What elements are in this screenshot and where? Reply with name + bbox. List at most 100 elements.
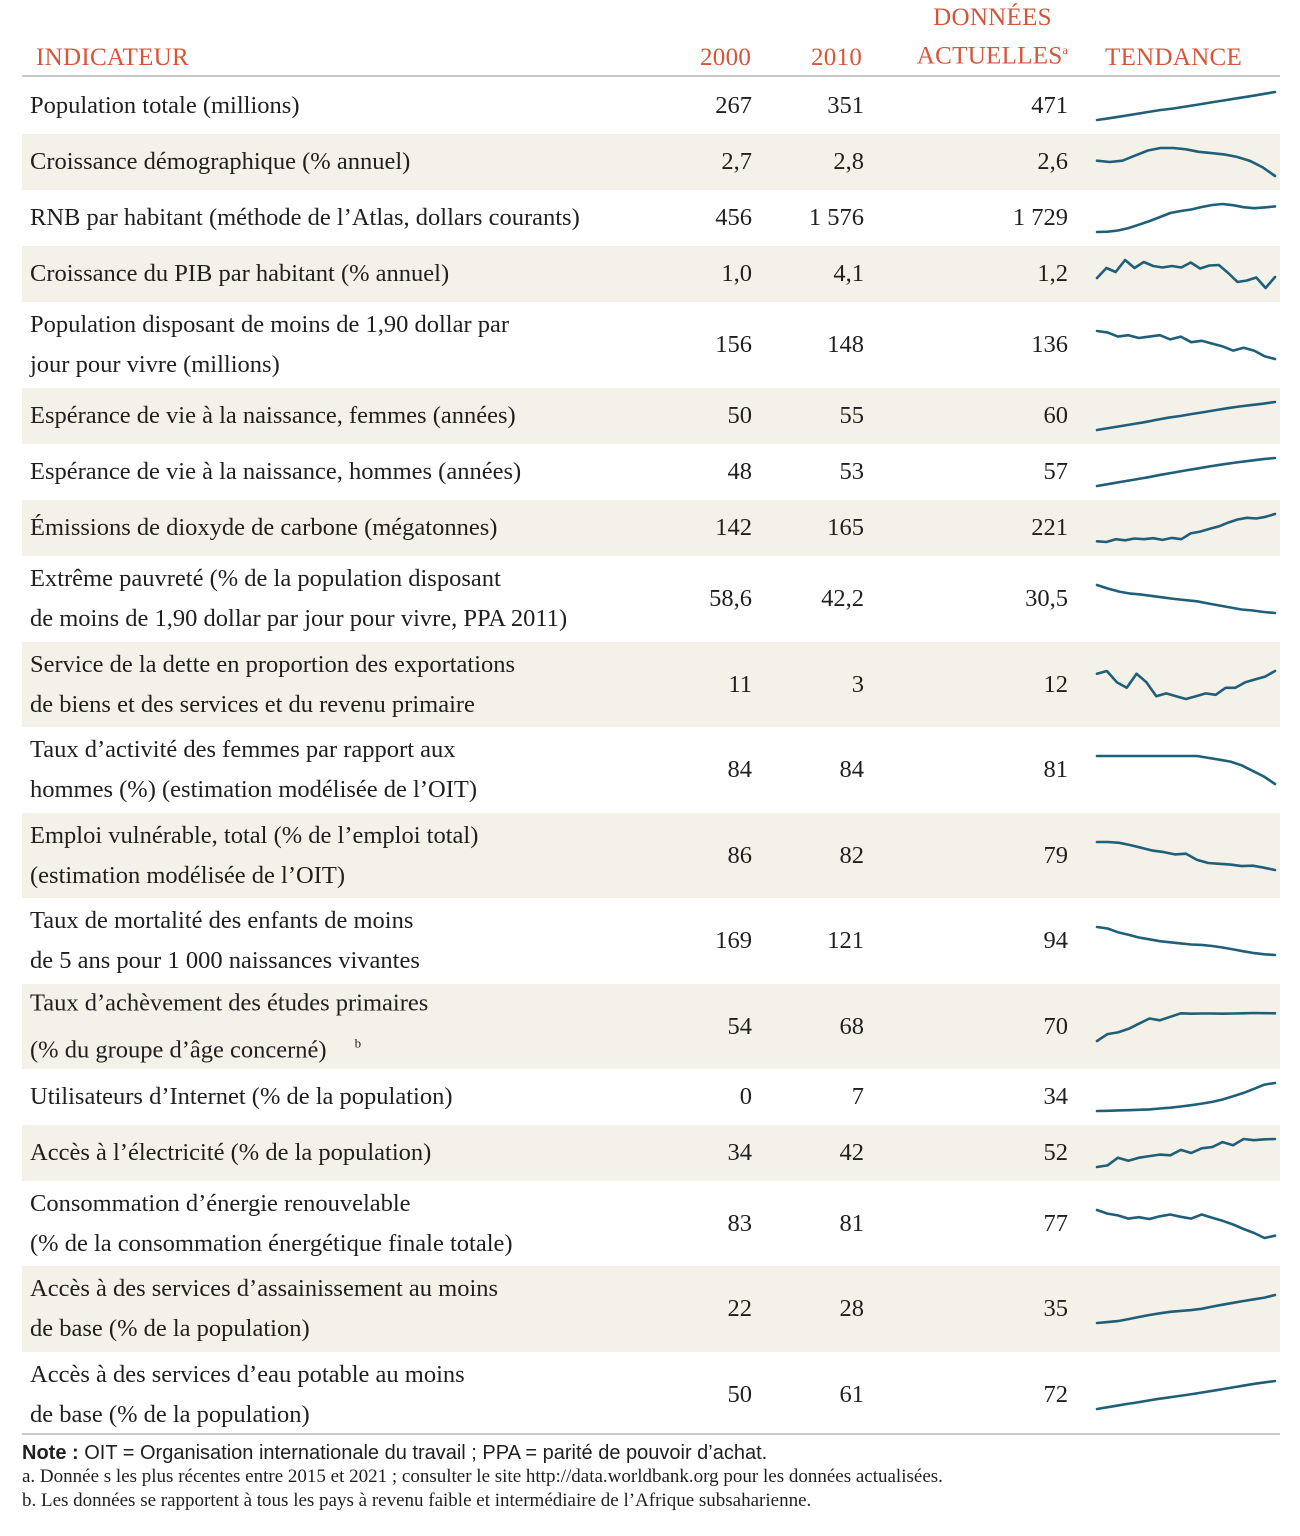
trend-line <box>1095 583 1277 615</box>
trend-sparkline <box>1095 1137 1277 1169</box>
value-current: 34 <box>1043 1083 1069 1110</box>
value-2000: 267 <box>715 91 752 119</box>
value-current: 35 <box>1043 1295 1069 1322</box>
table-row: Espérance de vie à la naissance, femmes … <box>22 388 1280 444</box>
indicator-label: RNB par habitant (méthode de l’Atlas, do… <box>30 204 580 231</box>
trend-line <box>1095 1208 1277 1239</box>
value-2000: 86 <box>727 841 753 869</box>
table-row: Consommation d’énergie renouvelable (% de… <box>22 1181 1280 1266</box>
value-2010: 84 <box>839 756 865 783</box>
trend-line <box>1095 925 1277 957</box>
trend-line <box>1095 840 1277 871</box>
header-current-line1: DONNÉES <box>933 3 1052 31</box>
footnote-b: b. Les données se rapportent à tous les … <box>22 1490 812 1511</box>
note-label: Note : <box>22 1442 79 1464</box>
table-row: Utilisateurs d’Internet (% de la populat… <box>22 1069 1280 1125</box>
value-current: 2,6 <box>1037 148 1068 175</box>
trend-line <box>1095 146 1277 178</box>
value-current: 52 <box>1043 1139 1069 1166</box>
value-current: 77 <box>1043 1209 1069 1237</box>
value-2000: 2,7 <box>721 148 752 175</box>
trend-sparkline <box>1095 202 1277 234</box>
table-row: Service de la dette en proportion des ex… <box>22 642 1280 727</box>
value-2000: 83 <box>727 1209 753 1237</box>
table-row: Population totale (millions) 267 351 471 <box>22 77 1280 134</box>
value-2010: 53 <box>839 458 865 485</box>
indicator-label: Emploi vulnérable, total (% de l’emploi … <box>30 821 479 889</box>
value-current: 30,5 <box>1025 585 1068 612</box>
note-text: OIT = Organisation internationale du tra… <box>78 1442 768 1464</box>
value-2000: 34 <box>727 1139 753 1166</box>
value-2000: 0 <box>739 1083 752 1110</box>
trend-sparkline <box>1095 512 1277 544</box>
header-current-line2: ACTUELLES <box>916 42 1063 69</box>
trend-sparkline <box>1095 329 1277 361</box>
trend-line <box>1095 400 1277 432</box>
trend-line <box>1095 202 1277 234</box>
table-row: Espérance de vie à la naissance, hommes … <box>22 444 1280 500</box>
trend-line <box>1095 1137 1277 1169</box>
table-row: Taux de mortalité des enfants de moins de… <box>22 898 1280 984</box>
value-2010: 3 <box>851 670 864 698</box>
value-2000: 54 <box>727 1012 753 1040</box>
note-main: Note : OIT = Organisation internationale… <box>22 1441 1280 1465</box>
value-2010: 61 <box>839 1380 865 1408</box>
trend-sparkline <box>1095 1379 1277 1410</box>
value-current: 136 <box>1031 331 1068 358</box>
value-2010: 68 <box>839 1012 865 1040</box>
header-current-data: DONNÉES ACTUELLESa <box>910 2 1075 72</box>
trend-line <box>1095 90 1277 121</box>
trend-line <box>1095 329 1277 361</box>
value-2010: 42 <box>839 1139 865 1166</box>
value-2010: 121 <box>827 927 864 954</box>
value-2010: 55 <box>839 402 865 429</box>
value-current: 57 <box>1043 458 1069 485</box>
value-2000: 50 <box>727 402 753 429</box>
trend-sparkline <box>1095 840 1277 871</box>
indicator-label: Taux d’achèvement des études primaires (%… <box>30 989 429 1063</box>
table-row: Croissance du PIB par habitant (% annuel… <box>22 246 1280 302</box>
indicator-label: Service de la dette en proportion des ex… <box>30 650 516 718</box>
value-2010: 351 <box>827 91 864 119</box>
value-2000: 456 <box>715 204 752 231</box>
trend-line <box>1095 754 1277 786</box>
indicator-label: Taux d’activité des femmes par rapport a… <box>30 736 477 803</box>
value-2000: 48 <box>727 458 753 485</box>
trend-sparkline <box>1095 1208 1277 1239</box>
table-row: Accès à des services d’eau potable au mo… <box>22 1352 1280 1437</box>
value-current: 471 <box>1031 91 1068 119</box>
trend-sparkline <box>1095 1293 1277 1325</box>
value-2000: 1,0 <box>721 260 752 287</box>
indicator-label: Accès à des services d’eau potable au mo… <box>30 1360 465 1428</box>
indicator-label: Extrême pauvreté (% de la population dis… <box>30 565 568 632</box>
indicator-label: Espérance de vie à la naissance, hommes … <box>30 458 522 485</box>
value-current: 81 <box>1043 756 1069 783</box>
header-current-footnote: a <box>1062 42 1069 57</box>
indicator-label: Accès à des services d’assainissement au… <box>30 1275 499 1342</box>
value-2010: 148 <box>827 331 864 358</box>
value-current: 12 <box>1043 670 1069 698</box>
table-row: Accès à des services d’assainissement au… <box>22 1266 1280 1352</box>
table-row: Taux d’activité des femmes par rapport a… <box>22 727 1280 813</box>
value-2000: 58,6 <box>709 585 752 612</box>
table-row: Extrême pauvreté (% de la population dis… <box>22 556 1280 642</box>
value-2010: 81 <box>839 1209 865 1237</box>
table-row: RNB par habitant (méthode de l’Atlas, do… <box>22 190 1280 246</box>
trend-sparkline <box>1095 1081 1277 1113</box>
header-year-2000: 2000 <box>700 44 752 71</box>
label-footnote-marker: b <box>354 1035 362 1050</box>
table-row: Emploi vulnérable, total (% de l’emploi … <box>22 813 1280 898</box>
trend-line <box>1095 456 1277 488</box>
trend-sparkline <box>1095 583 1277 615</box>
value-current: 60 <box>1043 402 1069 429</box>
footnote-a: a. Donnée s les plus récentes entre 2015… <box>22 1466 943 1487</box>
trend-sparkline <box>1095 925 1277 957</box>
value-2000: 11 <box>728 670 752 698</box>
table-row: Émissions de dioxyde de carbone (mégaton… <box>22 500 1280 556</box>
trend-sparkline <box>1095 400 1277 432</box>
value-current: 1,2 <box>1037 260 1068 287</box>
value-current: 1 729 <box>1012 204 1068 231</box>
indicator-label: Consommation d’énergie renouvelable (% de… <box>30 1189 513 1257</box>
value-2000: 169 <box>715 927 752 954</box>
header-indicator: INDICATEUR <box>36 44 189 71</box>
